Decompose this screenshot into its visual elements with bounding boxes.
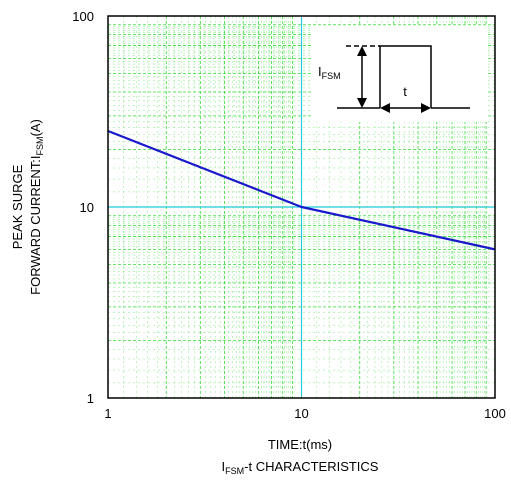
- y-tick-label: 1: [87, 391, 94, 406]
- x-axis-label: TIME:t(ms): [268, 437, 332, 452]
- series-layer: [107, 129, 496, 251]
- y-tick-label: 100: [72, 9, 94, 24]
- plot-frame: [107, 15, 496, 399]
- pulse-inset: IFSM t: [312, 26, 488, 122]
- inset-time-label: t: [403, 84, 407, 99]
- inset-arrowhead-up: [357, 46, 367, 56]
- tick-labels: 1 10 100 1 10 100: [72, 9, 506, 421]
- x-tick-label: 1: [104, 406, 111, 421]
- chart-title: IFSM-t CHARACTERISTICS: [222, 459, 379, 476]
- y-tick-label: 10: [80, 200, 94, 215]
- x-tick-label: 100: [484, 406, 506, 421]
- inset-background: [312, 26, 488, 122]
- inset-arrowhead-right: [421, 103, 431, 113]
- y-axis-label-line1: PEAK SURGE: [10, 164, 25, 249]
- inset-arrowhead-left: [380, 103, 390, 113]
- inset-arrowhead-down: [357, 98, 367, 108]
- x-tick-label: 10: [294, 406, 308, 421]
- inset-pulse: [379, 45, 432, 108]
- y-axis-label-line2: FORWARD CURRENT:IFSM(A): [28, 119, 45, 295]
- inset-current-label: IFSM: [318, 64, 341, 81]
- series-line-0: [107, 129, 496, 251]
